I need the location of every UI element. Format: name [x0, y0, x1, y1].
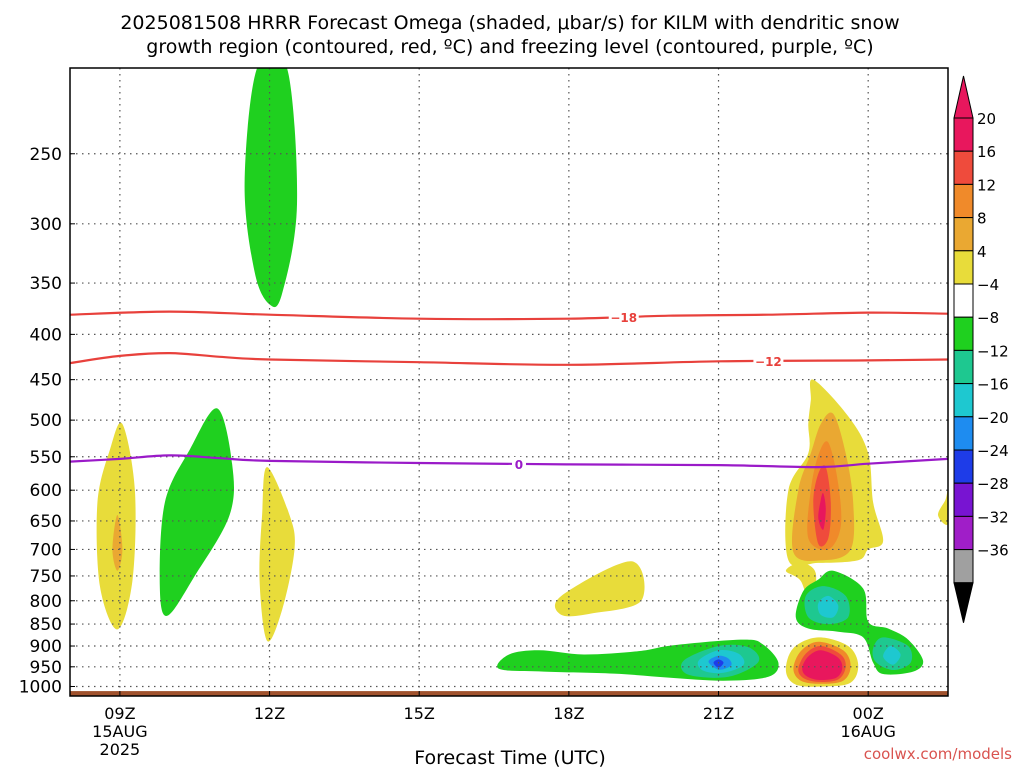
- colorbar-swatch-13: [953, 549, 974, 584]
- plot-frame: [69, 67, 949, 697]
- colorbar-swatch-5: [953, 283, 974, 318]
- colorbar-swatch-4: [953, 250, 974, 285]
- omega-region-3: [112, 515, 123, 571]
- colorbar-swatch-1: [953, 150, 974, 185]
- y-tick-label-900: 900: [30, 637, 62, 657]
- y-tick-label-250: 250: [30, 145, 62, 165]
- y-tick-label-300: 300: [30, 215, 62, 235]
- x-date-label-00Z: 16AUG: [840, 722, 895, 741]
- y-tick-label-600: 600: [30, 481, 62, 501]
- x-tick-label-09Z: 09Z: [104, 704, 135, 723]
- y-tick-label-550: 550: [30, 448, 62, 468]
- grid-lines: [70, 68, 948, 696]
- contour--12: [70, 351, 948, 366]
- y-tick-label-450: 450: [30, 371, 62, 391]
- y-tick-label-950: 950: [30, 658, 62, 678]
- y-tick-label-650: 650: [30, 512, 62, 532]
- chart-title-line2: growth region (contoured, red, ºC) and f…: [146, 36, 873, 58]
- omega-region-5: [554, 561, 645, 617]
- colorbar-label-1: 16: [977, 143, 996, 161]
- omega-region-16: [937, 489, 948, 525]
- colorbar-swatch-8: [953, 383, 974, 418]
- x-tick-label-21Z: 21Z: [703, 704, 734, 723]
- x-tick-label-00Z: 00Z: [853, 704, 884, 723]
- contour-label--18: −18: [610, 311, 637, 325]
- contour-label-bg--12: [753, 353, 784, 368]
- y-tick-label-750: 750: [30, 567, 62, 587]
- colorbar-label-4: 4: [977, 243, 987, 261]
- omega-region-22: [883, 645, 901, 665]
- colorbar-label-2: 12: [977, 176, 996, 194]
- y-tick-label-1000: 1000: [19, 678, 62, 698]
- colorbar-swatch-11: [953, 482, 974, 517]
- omega-shading: [96, 68, 948, 687]
- x-tick-label-12Z: 12Z: [254, 704, 285, 723]
- y-tick-label-800: 800: [30, 592, 62, 612]
- colorbar-label-3: 8: [977, 210, 987, 228]
- x-axis-title: Forecast Time (UTC): [414, 747, 605, 768]
- x-year-label-09Z: 2025: [100, 740, 141, 759]
- colorbar-swatch-7: [953, 349, 974, 385]
- y-tick-label-700: 700: [30, 540, 62, 560]
- omega-region-0: [244, 68, 298, 308]
- site-credit: coolwx.com/models: [864, 745, 1012, 763]
- colorbar-label-5: −4: [977, 276, 999, 294]
- omega-region-20: [817, 595, 839, 618]
- colorbar-label-7: −12: [977, 342, 1009, 360]
- y-axis-labels: 2503003504004505005506006507007508008509…: [19, 145, 75, 698]
- chart-title-line1: 2025081508 HRRR Forecast Omega (shaded, …: [120, 12, 899, 34]
- contour-label--12: −12: [755, 355, 782, 369]
- colorbar-swatch-9: [953, 416, 974, 451]
- contour-label-bg--18: [608, 310, 639, 325]
- y-tick-label-400: 400: [30, 325, 62, 345]
- colorbar-label-8: −16: [977, 376, 1009, 394]
- ground-strip: [70, 691, 948, 696]
- colorbar-label-10: −24: [977, 442, 1009, 460]
- contour-lines: −18 −12 0: [70, 310, 948, 472]
- contour-label-0: 0: [515, 458, 523, 472]
- colorbar-label-9: −20: [977, 409, 1009, 427]
- colorbar-swatch-10: [953, 449, 974, 484]
- colorbar-swatch-6: [953, 316, 974, 351]
- colorbar-bottom-arrow: [953, 582, 974, 623]
- colorbar-swatch-2: [953, 183, 974, 219]
- y-tick-label-350: 350: [30, 274, 62, 294]
- x-date-label-09Z: 15AUG: [92, 722, 147, 741]
- contour--18: [70, 310, 948, 321]
- omega-region-1: [159, 408, 235, 616]
- colorbar: 20 16 12 8 4 −4 −8 −12 −16 −20 −24 −28 −32 −36: [953, 75, 1009, 623]
- x-tick-label-15Z: 15Z: [404, 704, 435, 723]
- contour-label-bg-0: [511, 456, 526, 471]
- omega-region-26: [802, 650, 843, 681]
- x-tick-label-18Z: 18Z: [553, 704, 584, 723]
- colorbar-swatch-3: [953, 217, 974, 252]
- colorbar-swatch-0: [953, 117, 974, 152]
- colorbar-label-13: −36: [977, 542, 1009, 560]
- omega-region-4: [259, 467, 295, 642]
- contour-0: [70, 454, 948, 469]
- colorbar-label-12: −32: [977, 508, 1009, 526]
- colorbar-label-11: −28: [977, 475, 1009, 493]
- colorbar-top-arrow: [953, 75, 974, 119]
- colorbar-label-0: 20: [977, 110, 996, 128]
- y-tick-label-850: 850: [30, 615, 62, 635]
- colorbar-label-6: −8: [977, 309, 999, 327]
- colorbar-swatch-12: [953, 515, 974, 551]
- y-tick-label-500: 500: [30, 411, 62, 431]
